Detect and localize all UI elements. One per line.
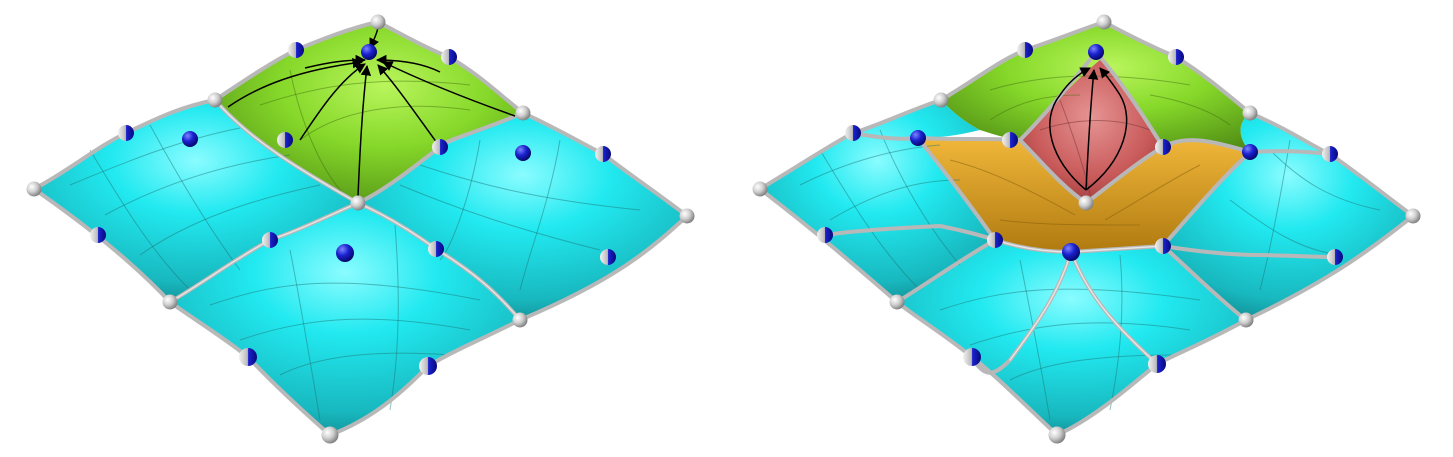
right-grey-points [752, 14, 1421, 444]
grey-point-icon [1048, 426, 1066, 444]
left-grey-points [26, 14, 695, 444]
grey-point-icon [933, 92, 949, 108]
half-point-icon [595, 146, 611, 162]
half-point-icon [90, 227, 106, 243]
half-point-icon [963, 348, 981, 366]
half-point-icon [432, 139, 448, 155]
left-iso-lines [69, 69, 641, 421]
left-blue-points [90, 42, 616, 375]
half-point-icon [817, 227, 833, 243]
grey-point-icon [321, 426, 339, 444]
blue-point-icon [182, 131, 198, 147]
left-patch-right [358, 113, 687, 320]
left-patch-back-left [34, 100, 358, 302]
half-point-icon [1168, 49, 1184, 65]
grey-point-icon [1096, 14, 1112, 30]
grey-point-icon [350, 195, 366, 211]
half-point-icon [1155, 139, 1171, 155]
half-point-icon [1002, 132, 1018, 148]
right-patch-front [897, 240, 1246, 435]
grey-point-icon [515, 105, 531, 121]
half-point-icon [1148, 355, 1166, 373]
right-blue-points [817, 42, 1343, 373]
right-patch-orange [918, 138, 1250, 252]
half-point-icon [1017, 42, 1033, 58]
blue-point-icon [910, 130, 926, 146]
grey-point-icon [1242, 105, 1258, 121]
blue-point-icon [361, 44, 377, 60]
grey-point-icon [1078, 195, 1094, 211]
blue-point-icon [1088, 44, 1104, 60]
grey-point-icon [512, 312, 528, 328]
half-point-icon [239, 348, 257, 366]
grey-point-icon [889, 294, 905, 310]
grey-point-icon [1238, 312, 1254, 328]
grey-point-icon [752, 181, 768, 197]
blue-point-icon [1242, 144, 1258, 160]
half-point-icon [441, 49, 457, 65]
panel-right [752, 14, 1421, 444]
half-point-icon [1327, 249, 1343, 265]
left-arrows [227, 27, 516, 197]
panel-left [26, 14, 695, 444]
half-point-icon [288, 42, 304, 58]
grey-point-icon [679, 208, 695, 224]
grey-point-icon [1405, 208, 1421, 224]
half-point-icon [118, 125, 134, 141]
left-patch-front [170, 203, 520, 435]
blue-point-icon [515, 145, 531, 161]
blue-point-icon [336, 244, 354, 262]
half-point-icon [1322, 146, 1338, 162]
blue-point-icon [1062, 243, 1080, 261]
right-patch-back-left [760, 100, 995, 302]
grey-point-icon [26, 181, 42, 197]
half-point-icon [1155, 238, 1171, 254]
half-point-icon [845, 125, 861, 141]
right-patch-back-right [1163, 113, 1413, 320]
half-point-icon [987, 232, 1003, 248]
half-point-icon [262, 232, 278, 248]
grey-point-icon [370, 14, 386, 30]
half-point-icon [428, 241, 444, 257]
grey-point-icon [162, 294, 178, 310]
right-arrows [1049, 67, 1128, 191]
half-point-icon [419, 357, 437, 375]
grey-point-icon [207, 92, 223, 108]
half-point-icon [600, 249, 616, 265]
half-point-icon [277, 132, 293, 148]
left-patch-green [215, 22, 523, 203]
